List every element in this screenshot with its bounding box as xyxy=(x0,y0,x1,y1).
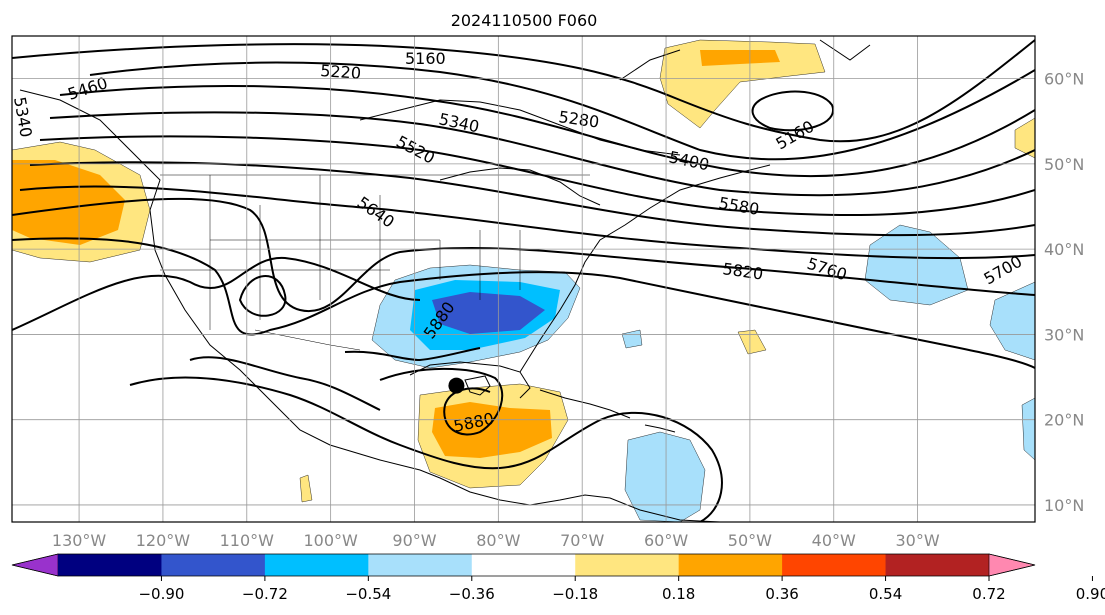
colorbar-outline xyxy=(11,553,1036,577)
positive-anomaly-atlantic-edge xyxy=(1014,117,1035,159)
contour-label: 5220 xyxy=(320,61,362,83)
longitude-tick-label: 60°W xyxy=(644,531,688,550)
latitude-tick-label: 50°N xyxy=(1044,155,1084,174)
latitude-tick-label: 20°N xyxy=(1044,411,1084,430)
longitude-tick-label: 100°W xyxy=(303,531,358,550)
map-frame xyxy=(11,35,1036,523)
colorbar-segment xyxy=(161,554,266,576)
longitude-tick-label: 80°W xyxy=(476,531,520,550)
longitude-tick-label: 90°W xyxy=(392,531,436,550)
positive-anomaly-greenland-core xyxy=(700,50,780,66)
colorbar-extend-low xyxy=(11,553,59,577)
colorbar-segment xyxy=(368,554,473,576)
negative-anomaly-southeast-us-core xyxy=(432,292,545,334)
negative-anomaly-atlantic-southeast xyxy=(1021,397,1035,461)
latitude-tick-label: 40°N xyxy=(1044,240,1084,259)
anomaly-shading xyxy=(12,39,1035,522)
positive-anomaly-pacific-nw-core xyxy=(12,160,125,245)
colorbar-segment xyxy=(264,554,369,576)
longitude-tick-label: 130°W xyxy=(52,531,107,550)
latitude-tick-label: 10°N xyxy=(1044,496,1084,515)
contour-label: 5340 xyxy=(10,95,36,138)
colorbar-segment xyxy=(782,554,887,576)
longitude-tick-label: 40°W xyxy=(812,531,856,550)
latitude-tick-label: 30°N xyxy=(1044,325,1084,344)
latitude-labels: 60°N 50°N 40°N 30°N 20°N 10°N xyxy=(1044,70,1084,515)
colorbar-segment xyxy=(575,554,680,576)
map-title: 2024110500 F060 xyxy=(451,11,598,30)
colorbar-extend-high xyxy=(988,553,1036,577)
latitude-tick-label: 60°N xyxy=(1044,70,1084,89)
contour-label: 5160 xyxy=(405,49,446,68)
positive-anomaly-small-1 xyxy=(737,329,767,355)
map-panel: 5220 5160 5160 5280 5340 5340 5460 5400 … xyxy=(10,35,1084,550)
colorbar-segment xyxy=(58,554,162,576)
colorbar-tick-label: 0.18 xyxy=(662,585,695,603)
colorbar-segment xyxy=(885,554,990,576)
storm-center-marker xyxy=(448,377,465,394)
colorbar-tick-label: 0.90 xyxy=(1076,585,1105,603)
colorbar-tick-label: −0.72 xyxy=(242,585,288,603)
longitude-tick-label: 70°W xyxy=(560,531,604,550)
colorbar: −0.90 −0.72 −0.54 −0.36 −0.18 0.18 0.36 0.54 0.7… xyxy=(11,553,1105,603)
colorbar-segment xyxy=(471,554,576,576)
negative-anomaly-atlantic-east xyxy=(989,281,1035,361)
negative-anomaly-caribbean xyxy=(624,431,706,522)
grid-lines xyxy=(12,36,1035,522)
colorbar-tick-label: −0.36 xyxy=(449,585,495,603)
longitude-tick-label: 30°W xyxy=(896,531,940,550)
colorbar-segment xyxy=(678,554,783,576)
colorbar-tick-label: 0.36 xyxy=(765,585,798,603)
colorbar-tick-label: 0.54 xyxy=(869,585,902,603)
positive-anomaly-gulf-core xyxy=(432,402,552,458)
colorbar-tick-label: −0.18 xyxy=(552,585,598,603)
longitude-labels: 130°W 120°W 110°W 100°W 90°W 80°W 70°W 60°W 50°W… xyxy=(52,531,940,550)
colorbar-tick-label: −0.90 xyxy=(138,585,184,603)
longitude-tick-label: 110°W xyxy=(220,531,275,550)
colorbar-tick-label: 0.72 xyxy=(972,585,1005,603)
height-contours xyxy=(12,39,1035,522)
positive-anomaly-small-2 xyxy=(299,474,313,503)
colorbar-tick-label: −0.54 xyxy=(345,585,391,603)
longitude-tick-label: 120°W xyxy=(136,531,191,550)
longitude-tick-label: 50°W xyxy=(728,531,772,550)
